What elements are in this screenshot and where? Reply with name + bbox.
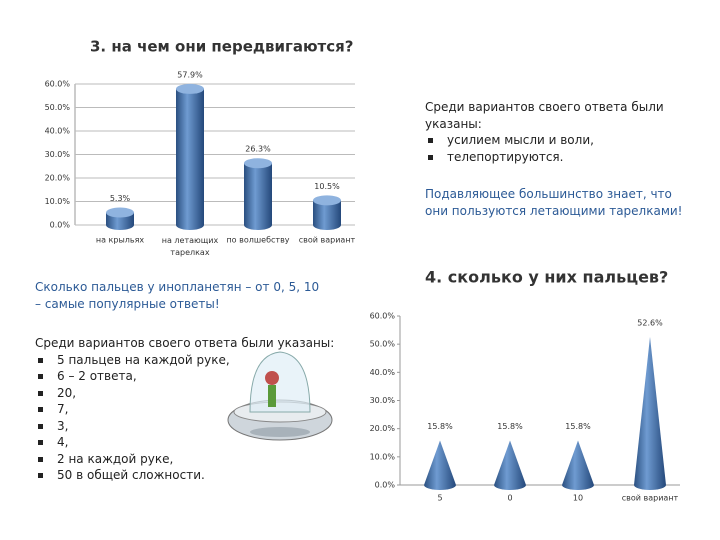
x-tick-label: на летающих тарелках xyxy=(162,236,219,257)
y-tick-label: 10.0% xyxy=(370,452,396,461)
value-label: 10.5% xyxy=(314,182,340,191)
value-label: 15.8% xyxy=(427,422,453,431)
x-tick-label: свой вариант xyxy=(299,236,356,245)
note: Сколько пальцев у инопланетян – от 0, 5,… xyxy=(35,279,325,312)
y-tick-label: 60.0% xyxy=(45,80,71,89)
x-tick-label: 0 xyxy=(507,494,512,503)
x-tick-label: 10 xyxy=(573,494,583,503)
note: Среди вариантов своего ответа были указа… xyxy=(35,335,335,484)
cone xyxy=(494,440,526,490)
bar-top xyxy=(176,83,204,94)
y-tick-label: 10.0% xyxy=(45,197,71,206)
value-label: 5.3% xyxy=(110,194,131,203)
bullet xyxy=(428,154,433,160)
y-tick-label: 0.0% xyxy=(50,221,71,230)
value-label: 15.8% xyxy=(565,422,591,431)
y-tick-label: 30.0% xyxy=(370,396,396,405)
y-tick-label: 40.0% xyxy=(45,127,71,136)
x-tick-line: тарелках xyxy=(170,248,209,257)
bar-top xyxy=(106,207,134,218)
bullet-list: усилием мысли и воли, телепортируются. xyxy=(425,132,685,165)
bullet-item: телепортируются. xyxy=(425,149,685,166)
y-tick-label: 60.0% xyxy=(370,312,396,321)
cone xyxy=(562,440,594,490)
chart-title: 4. сколько у них пальцев? xyxy=(425,268,668,287)
note-text: Сколько пальцев у инопланетян – от 0, 5,… xyxy=(35,280,320,311)
note: Подавляющее большинство знает, что они п… xyxy=(425,186,695,219)
cone xyxy=(634,336,666,490)
note-text: Среди вариантов своего ответа были указа… xyxy=(35,336,335,350)
bullet xyxy=(38,473,43,478)
y-tick-label: 20.0% xyxy=(370,424,396,433)
note-text: Среди вариантов своего ответа были указа… xyxy=(425,100,664,131)
x-tick-label: по волшебству xyxy=(226,236,289,245)
y-tick-label: 0.0% xyxy=(375,481,396,490)
bullet xyxy=(38,423,43,429)
bar xyxy=(176,88,204,230)
bullet-item: 7, xyxy=(35,401,335,418)
bullet-item: 4, xyxy=(35,434,335,451)
bullet xyxy=(38,374,43,379)
bar xyxy=(313,200,341,230)
bullet-item: 2 на каждой руке, xyxy=(35,451,335,468)
bullet xyxy=(428,138,433,143)
bullet-item: 6 – 2 ответа, xyxy=(35,368,335,385)
y-tick-label: 50.0% xyxy=(45,103,71,112)
bar xyxy=(244,163,272,230)
bullet xyxy=(38,456,43,462)
bullet-item: 5 пальцев на каждой руке, xyxy=(35,352,335,369)
x-tick-line: на летающих xyxy=(162,236,219,245)
cone xyxy=(424,440,456,490)
bullet xyxy=(38,407,43,412)
bullet-list: 5 пальцев на каждой руке, 6 – 2 ответа, 20… xyxy=(35,352,335,484)
value-label: 52.6% xyxy=(637,318,663,327)
bullet-item: 20, xyxy=(35,385,335,402)
bullet-item: 50 в общей сложности. xyxy=(35,467,335,484)
value-label: 15.8% xyxy=(497,422,523,431)
bar-top xyxy=(244,158,272,169)
bullet xyxy=(38,440,43,445)
bar xyxy=(106,212,134,230)
bullet xyxy=(38,390,43,396)
chart-title: 3. на чем они передвигаются? xyxy=(90,38,353,56)
bullet-item: 3, xyxy=(35,418,335,435)
note-text: Подавляющее большинство знает, что они п… xyxy=(425,187,683,218)
y-tick-label: 20.0% xyxy=(45,174,71,183)
y-tick-label: 40.0% xyxy=(370,368,396,377)
x-tick-label: на крыльях xyxy=(96,236,145,245)
note: Среди вариантов своего ответа были указа… xyxy=(425,99,685,165)
x-tick-label: свой вариант xyxy=(622,494,679,503)
ufo xyxy=(227,351,333,441)
value-label: 26.3% xyxy=(245,145,271,154)
bullet-item: усилием мысли и воли, xyxy=(425,132,685,149)
bullet xyxy=(38,357,43,363)
y-tick-label: 50.0% xyxy=(370,340,396,349)
value-label: 57.9% xyxy=(177,70,203,79)
x-tick-label: 5 xyxy=(437,494,442,503)
bar-top xyxy=(313,195,341,206)
y-tick-label: 30.0% xyxy=(45,150,71,159)
